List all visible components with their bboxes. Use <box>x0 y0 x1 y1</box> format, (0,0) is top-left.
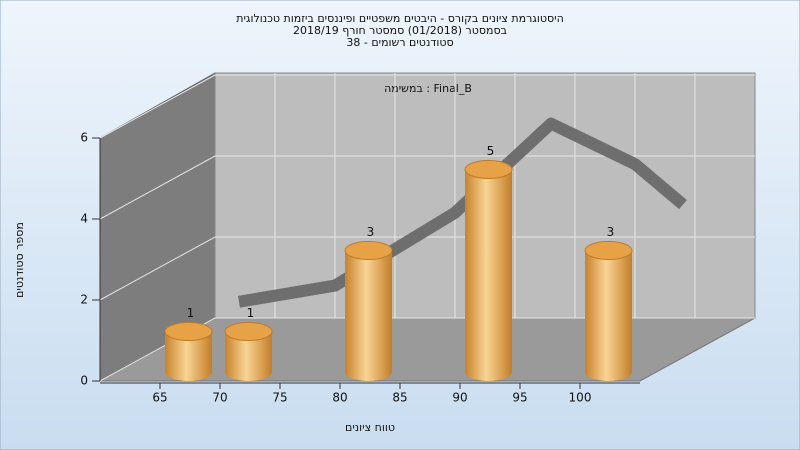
y-axis-label: מספר סטודנטים <box>13 222 26 298</box>
chart-subtitle: בסמסטר (01/2018) סמסטר חורף 2018/19 <box>293 24 507 37</box>
data-label: 3 <box>607 225 615 239</box>
bar-top <box>164 322 213 341</box>
x-tick-label: 70 <box>212 391 227 405</box>
x-tick-label: 75 <box>272 391 287 405</box>
x-tick-label: 95 <box>512 391 527 405</box>
chart-subtitle: סטודנטים רשומים - 38 <box>346 36 453 49</box>
data-label: 1 <box>247 306 255 320</box>
x-tick-label: 80 <box>332 391 347 405</box>
y-tick-label: 0 <box>80 374 88 388</box>
x-tick-label: 65 <box>152 391 167 405</box>
bar <box>165 331 212 381</box>
bar-top <box>224 322 273 341</box>
annotation: במשימה : Final_B <box>384 82 472 95</box>
bar <box>465 169 512 381</box>
y-tick-label: 4 <box>80 212 88 226</box>
x-tick-label: 90 <box>452 391 467 405</box>
bar <box>345 250 392 381</box>
data-label: 3 <box>367 225 375 239</box>
y-tick-label: 2 <box>80 293 88 307</box>
x-tick-label: 100 <box>569 391 592 405</box>
bar <box>585 250 632 381</box>
y-tick-label: 6 <box>80 131 88 145</box>
bar-top <box>344 241 393 260</box>
bar-top <box>464 160 513 179</box>
bar <box>225 331 272 381</box>
x-tick-label: 85 <box>392 391 407 405</box>
data-label: 5 <box>487 144 495 158</box>
bar-top <box>584 241 633 260</box>
data-label: 1 <box>187 306 195 320</box>
x-axis-label: טווח ציונים <box>345 421 395 434</box>
chart-title: היסטוגרמת ציונים בקורס - היבטים משפטיים … <box>236 12 564 25</box>
